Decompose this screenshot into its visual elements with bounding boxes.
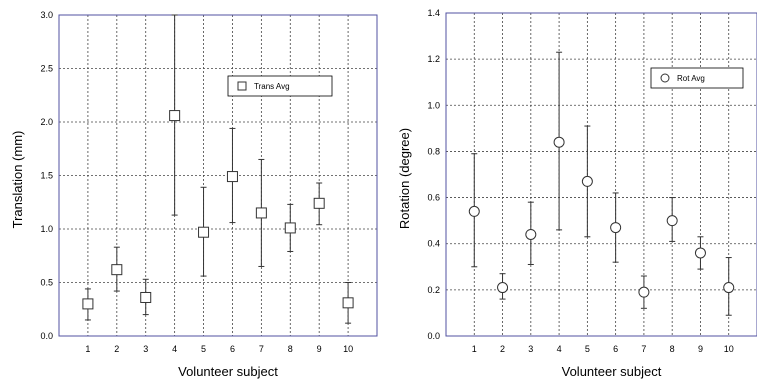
x-tick-label: 9	[698, 344, 703, 354]
x-axis-label: Volunteer subject	[562, 364, 662, 379]
y-tick-label: 0.0	[40, 331, 53, 341]
rotation-chart: 0.0 0.2 0.4 0.6 0.8 1.0 1.2 1.4 1 2 3 4 5 6 7 8 9 10 Volun…	[397, 8, 757, 379]
y-tick-label: 0.8	[427, 146, 440, 156]
x-tick-label: 5	[585, 344, 590, 354]
x-tick-label: 10	[343, 344, 353, 354]
legend-box	[650, 67, 744, 89]
x-tick-label: 7	[641, 344, 646, 354]
data-point-circle	[468, 205, 480, 217]
legend-label: Rot Avg	[677, 74, 705, 83]
data-point-square	[226, 171, 238, 183]
x-tick-label: 6	[230, 344, 235, 354]
data-point-square	[140, 291, 152, 303]
y-tick-label: 3.0	[40, 10, 53, 20]
x-tick-label: 8	[670, 344, 675, 354]
y-axis-label: Rotation (degree)	[397, 128, 412, 229]
plot-frame	[58, 14, 378, 337]
y-tick-label: 0.0	[427, 331, 440, 341]
data-point-circle	[525, 228, 537, 240]
x-tick-label: 4	[172, 344, 177, 354]
data-point-square	[82, 298, 94, 310]
x-tick-label: 1	[85, 344, 90, 354]
data-point-square	[313, 197, 325, 209]
x-tick-label: 3	[143, 344, 148, 354]
y-tick-label: 0.4	[427, 239, 440, 249]
x-axis-label: Volunteer subject	[178, 364, 278, 379]
data-point-circle	[581, 175, 593, 187]
legend-box	[227, 75, 333, 97]
y-tick-label: 1.0	[427, 100, 440, 110]
data-point-circle	[497, 282, 509, 294]
plot-frame	[445, 12, 757, 337]
y-tick-label: 0.6	[427, 193, 440, 203]
x-tick-label: 4	[557, 344, 562, 354]
x-tick-label: 1	[472, 344, 477, 354]
data-point-circle	[610, 222, 622, 234]
x-tick-label: 7	[259, 344, 264, 354]
y-tick-label: 1.4	[427, 8, 440, 18]
x-tick-label: 9	[317, 344, 322, 354]
x-tick-label: 2	[500, 344, 505, 354]
data-point-circle	[694, 247, 706, 259]
x-tick-label: 10	[724, 344, 734, 354]
data-point-square	[111, 264, 123, 276]
y-tick-label: 0.2	[427, 285, 440, 295]
data-point-circle	[666, 215, 678, 227]
data-point-circle	[553, 136, 565, 148]
legend-marker-square	[237, 81, 247, 91]
data-point-square	[169, 110, 181, 122]
data-point-circle	[723, 282, 735, 294]
y-tick-label: 1.2	[427, 54, 440, 64]
x-tick-label: 8	[288, 344, 293, 354]
x-tick-label: 2	[114, 344, 119, 354]
data-point-square	[342, 297, 354, 309]
x-tick-label: 6	[613, 344, 618, 354]
data-point-square	[255, 207, 267, 219]
y-tick-label: 1.5	[40, 171, 53, 181]
data-point-square	[284, 222, 296, 234]
y-tick-label: 0.5	[40, 278, 53, 288]
x-tick-label: 3	[528, 344, 533, 354]
legend-label: Trans Avg	[254, 82, 290, 91]
translation-chart: 0.0 0.5 1.0 1.5 2.0 2.5 3.0 1 2 3 4 5 6 7 8 9 10 Voluntee…	[10, 10, 378, 379]
y-tick-label: 2.5	[40, 64, 53, 74]
y-axis-label: Translation (mm)	[10, 131, 25, 229]
data-point-circle	[638, 286, 650, 298]
y-tick-label: 2.0	[40, 117, 53, 127]
data-point-square	[198, 226, 210, 238]
legend-marker-circle	[660, 73, 670, 83]
y-tick-label: 1.0	[40, 224, 53, 234]
x-tick-label: 5	[201, 344, 206, 354]
